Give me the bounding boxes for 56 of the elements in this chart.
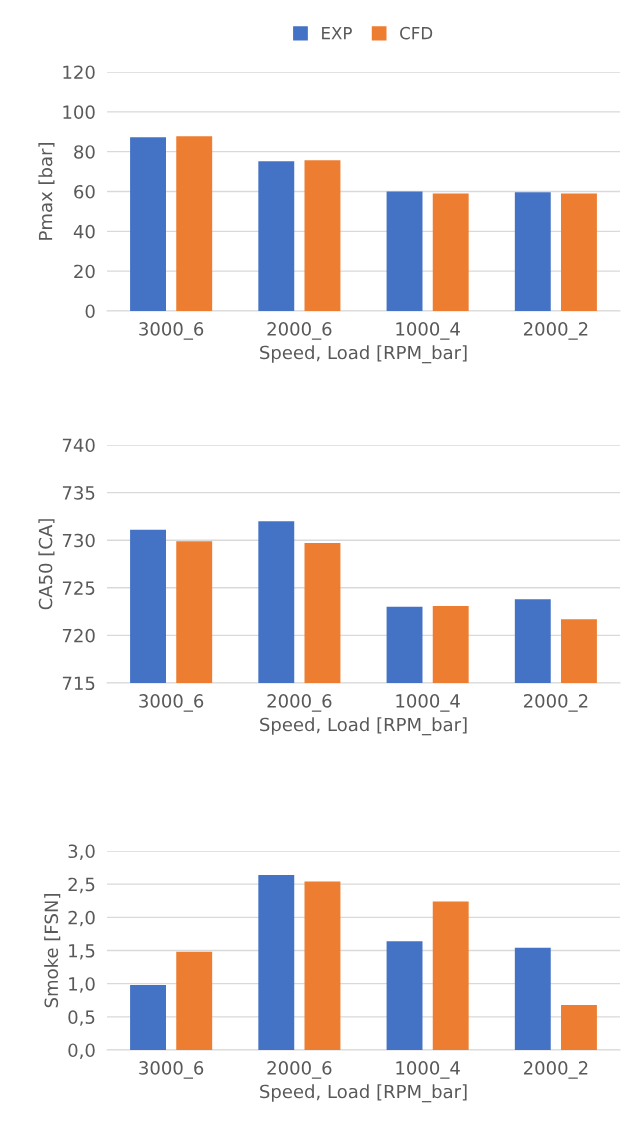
bar: [561, 1004, 597, 1050]
y-tick-label: 720: [62, 628, 95, 643]
x-axis-title: Speed, Load [RPM_bar]: [260, 1084, 467, 1103]
y-tick-label: 0: [85, 304, 95, 319]
y-tick-label: 740: [62, 438, 95, 453]
y-axis-title: CA50 [CA]: [38, 519, 55, 610]
x-tick-label: 1000_4: [396, 322, 460, 340]
bar: [176, 951, 213, 1050]
bar: [258, 874, 295, 1050]
y-axis-title: Smoke [FSN]: [44, 894, 61, 1008]
bar: [304, 160, 341, 311]
y-tick-label: 60: [74, 184, 95, 199]
y-tick-label: 100: [63, 105, 95, 119]
bar: [432, 901, 469, 1050]
x-tick-label: 3000_6: [139, 322, 204, 340]
x-tick-label: 2000_6: [267, 694, 332, 712]
y-tick-label: 1,5: [69, 944, 95, 960]
x-tick-label: 3000_6: [139, 1061, 204, 1079]
x-tick-label: 1000_4: [396, 1061, 460, 1079]
bar: [258, 161, 295, 311]
y-tick-label: 0,0: [68, 1043, 95, 1059]
x-tick-label: 1000_4: [396, 694, 460, 712]
legend-label: EXP: [322, 27, 352, 40]
bar: [130, 137, 166, 311]
bar: [130, 984, 166, 1050]
y-tick-label: 2,5: [68, 877, 95, 894]
x-tick-label: 2000_2: [523, 322, 588, 340]
x-axis-title: Speed, Load [RPM_bar]: [260, 717, 467, 736]
y-tick-label: 20: [74, 264, 95, 279]
bar: [386, 191, 423, 311]
bar: [514, 947, 551, 1050]
y-tick-label: 80: [74, 145, 95, 159]
bar: [176, 136, 213, 311]
y-axis-title: Pmax [bar]: [38, 143, 55, 240]
y-tick-label: 735: [62, 486, 95, 500]
bar: [561, 193, 597, 311]
bar: [386, 941, 423, 1050]
x-tick-label: 2000_6: [267, 1061, 332, 1079]
y-tick-label: 2,0: [68, 910, 95, 927]
x-axis-title: Speed, Load [RPM_bar]: [260, 345, 467, 364]
x-tick-label: 2000_6: [267, 322, 332, 340]
y-tick-label: 1,0: [69, 977, 95, 993]
y-tick-label: 725: [62, 581, 95, 595]
y-tick-label: 0,5: [68, 1010, 95, 1026]
x-tick-label: 2000_2: [523, 694, 588, 712]
bar: [304, 881, 341, 1050]
legend-label: CFD: [400, 26, 433, 40]
y-tick-label: 120: [63, 65, 95, 80]
x-tick-label: 3000_6: [139, 694, 204, 712]
y-tick-label: 715: [62, 676, 95, 691]
y-tick-label: 730: [62, 533, 95, 548]
bar: [514, 192, 551, 311]
y-tick-label: 3,0: [68, 844, 95, 860]
x-tick-label: 2000_2: [523, 1061, 588, 1079]
bar: [432, 193, 469, 311]
y-tick-label: 40: [73, 224, 95, 239]
